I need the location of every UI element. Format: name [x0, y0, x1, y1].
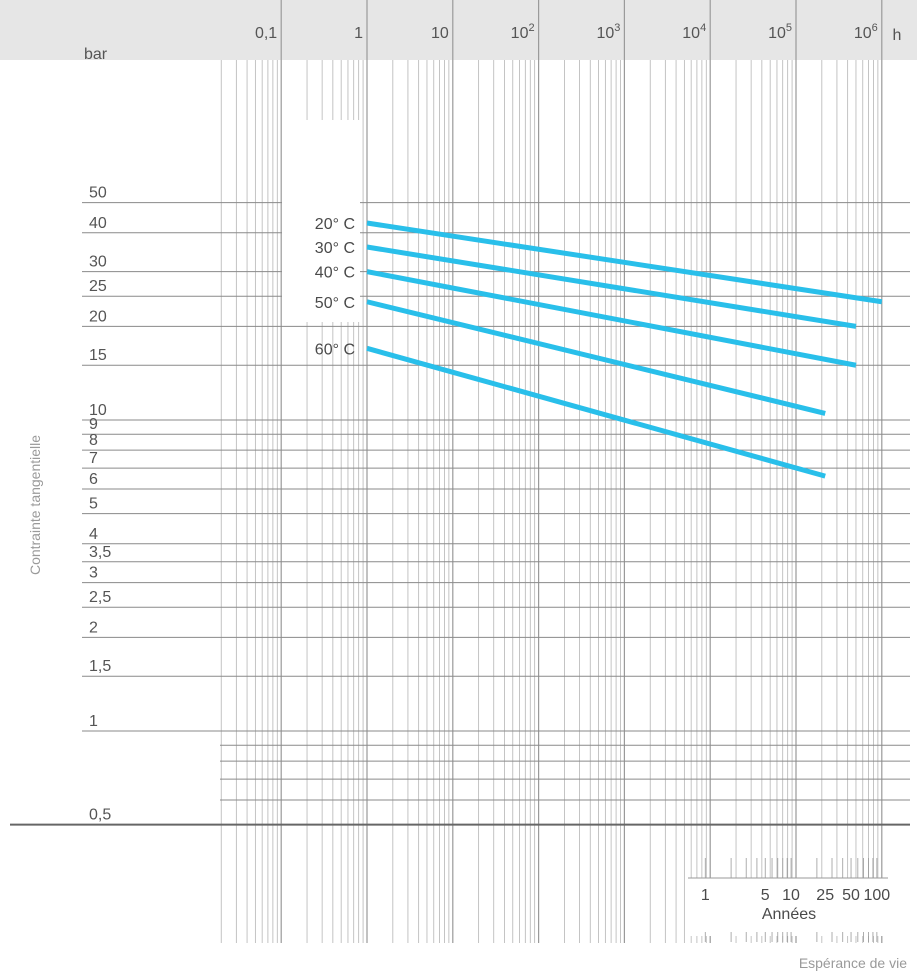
y-tick-label: 7 — [89, 450, 98, 467]
y-tick-label: 3,5 — [89, 544, 111, 561]
series-label: 30° C — [315, 240, 355, 257]
y-tick-label: 0,5 — [89, 807, 111, 824]
series-label: 20° C — [315, 216, 355, 233]
grid — [10, 0, 910, 943]
y-tick-label: 1,5 — [89, 658, 111, 675]
x-tick-label: 104 — [682, 22, 706, 42]
y-tick-label: 2 — [89, 619, 98, 636]
series-line — [366, 244, 857, 329]
years-box-background — [688, 878, 910, 936]
year-tick-label: 10 — [782, 887, 800, 904]
y-tick-label: 8 — [89, 432, 98, 449]
y-tick-label: 6 — [89, 471, 98, 488]
y-tick-label: 40 — [89, 215, 107, 232]
x-tick-label: 10 — [431, 25, 449, 42]
x-tick-label: 102 — [511, 22, 535, 42]
series-line — [366, 220, 883, 305]
y-tick-label: 20 — [89, 308, 107, 325]
legend-label-background — [282, 120, 360, 322]
year-tick-label: 1 — [701, 887, 710, 904]
x-tick-label: 0,1 — [255, 25, 277, 42]
year-tick-label: 100 — [864, 887, 891, 904]
year-tick-label: 5 — [761, 887, 770, 904]
series-lines: 20° C 30° C 40° C 50° C 60° C — [282, 120, 883, 479]
x-unit-label: h — [893, 27, 902, 44]
y-tick-label: 2,5 — [89, 589, 111, 606]
series-line — [366, 269, 857, 368]
series-label: 50° C — [315, 295, 355, 312]
y-tick-label: 15 — [89, 347, 107, 364]
y-tick-label: 4 — [89, 526, 98, 543]
y-tick-label: 9 — [89, 416, 98, 433]
x-tick-label: 1 — [354, 25, 363, 42]
y-tick-label: 10 — [89, 402, 107, 419]
year-tick-label: 50 — [842, 887, 860, 904]
x-tick-label: 105 — [768, 22, 792, 42]
y-axis-title: Contrainte tangentielle — [27, 435, 43, 575]
y-tick-label: 3 — [89, 565, 98, 582]
series-label: 60° C — [315, 341, 355, 358]
years-axis-box: 1 5 10 25 50 100 — [688, 858, 910, 942]
y-tick-label: 5 — [89, 496, 98, 513]
header-band — [0, 0, 917, 60]
y-tick-label: 30 — [89, 254, 107, 271]
series-line — [366, 345, 826, 479]
year-tick-label: 25 — [816, 887, 834, 904]
y-tick-label: 1 — [89, 713, 98, 730]
x-tick-label: 106 — [854, 22, 878, 42]
x-axis-title: Espérance de vie — [799, 955, 907, 971]
x-tick-label: 103 — [596, 22, 620, 42]
series-label: 40° C — [315, 265, 355, 282]
y-unit-label: bar — [84, 46, 108, 63]
series-line — [366, 299, 826, 416]
years-axis-title: Années — [762, 906, 816, 923]
y-tick-label: 25 — [89, 278, 107, 295]
y-tick-label: 50 — [89, 185, 107, 202]
